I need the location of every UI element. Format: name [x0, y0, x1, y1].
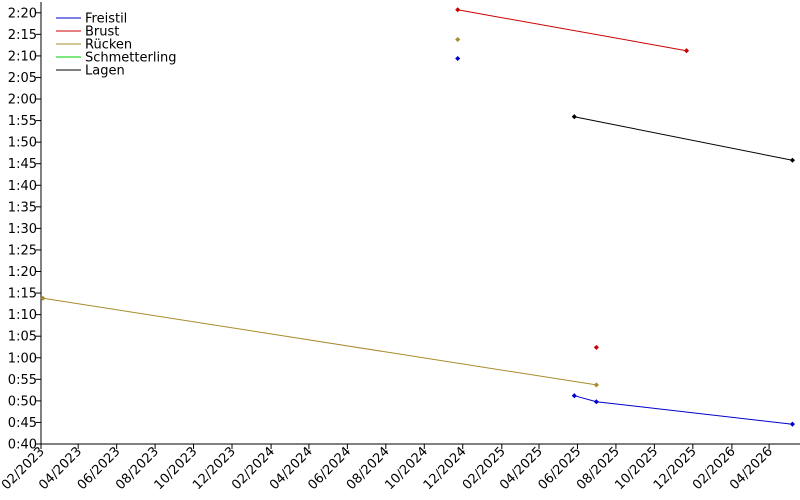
- y-tick-label: 1:50: [8, 136, 37, 151]
- data-point: [593, 399, 599, 405]
- series-lagen: [571, 114, 795, 163]
- series-line: [42, 297, 597, 386]
- legend-label: Lagen: [85, 64, 125, 79]
- legend-item-r-cken: Rücken: [56, 38, 132, 53]
- legend-label: Brust: [85, 25, 119, 40]
- data-point: [789, 421, 795, 427]
- data-point: [571, 114, 577, 120]
- y-tick-label: 1:15: [8, 287, 37, 302]
- data-point: [789, 157, 795, 163]
- series-freistil: [455, 55, 795, 427]
- y-tick-label: 1:40: [8, 179, 37, 194]
- y-tick-label: 1:20: [8, 265, 37, 280]
- legend-label: Freistil: [85, 12, 127, 27]
- data-point: [571, 393, 577, 399]
- data-point: [593, 382, 599, 388]
- y-tick-label: 1:05: [8, 330, 37, 345]
- data-point: [455, 55, 461, 62]
- legend-label: Rücken: [85, 38, 132, 53]
- y-tick-label: 1:45: [8, 157, 37, 172]
- y-tick-label: 0:55: [8, 373, 37, 388]
- data-point: [455, 7, 461, 13]
- legend-item-schmetterling: Schmetterling: [56, 51, 177, 66]
- legend-item-lagen: Lagen: [56, 64, 125, 79]
- series-brust: [455, 7, 690, 350]
- y-tick-label: 0:50: [8, 394, 37, 409]
- y-tick-label: 1:35: [8, 200, 37, 215]
- y-tick-label: 2:00: [8, 93, 37, 108]
- y-tick-label: 2:15: [8, 28, 37, 43]
- legend-item-freistil: Freistil: [56, 12, 127, 27]
- series-line: [457, 9, 687, 52]
- y-tick-label: 0:40: [8, 438, 37, 453]
- y-tick-label: 0:45: [8, 416, 37, 431]
- series-line: [574, 116, 793, 161]
- y-tick-label: 2:20: [8, 6, 37, 21]
- series-line: [574, 395, 793, 425]
- y-tick-label: 1:10: [8, 308, 37, 323]
- series-layer: [40, 7, 795, 427]
- series-r-cken: [40, 36, 599, 388]
- data-point: [455, 36, 461, 43]
- y-tick-label: 2:05: [8, 71, 37, 86]
- y-tick-label: 1:30: [8, 222, 37, 237]
- legend-label: Schmetterling: [85, 51, 177, 66]
- legend-item-brust: Brust: [56, 25, 119, 40]
- y-tick-label: 1:25: [8, 243, 37, 258]
- data-point: [593, 344, 599, 350]
- y-tick-label: 1:55: [8, 114, 37, 129]
- data-point: [683, 48, 690, 54]
- y-tick-label: 1:00: [8, 351, 37, 366]
- y-tick-label: 2:10: [8, 49, 37, 64]
